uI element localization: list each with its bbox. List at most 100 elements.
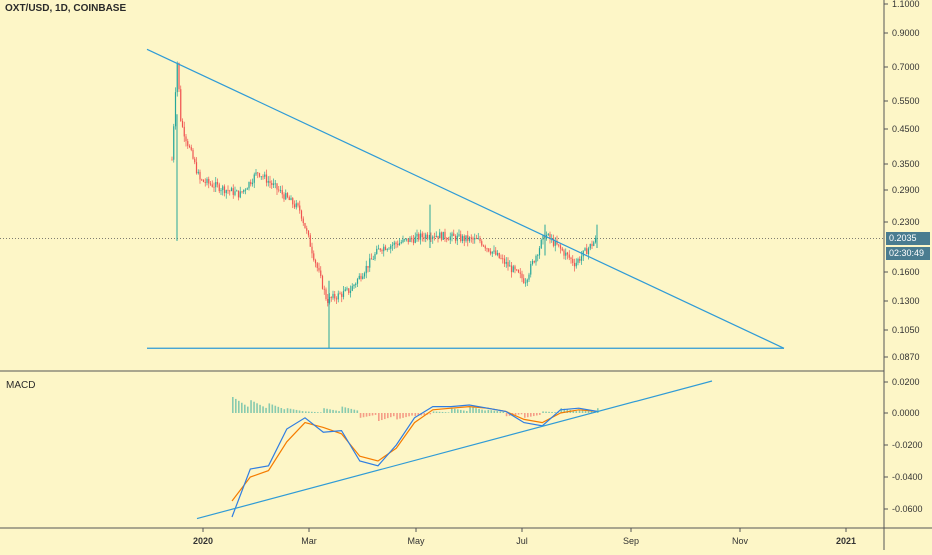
candle-body	[521, 273, 523, 279]
candle-body	[575, 262, 577, 267]
candle-body	[405, 238, 408, 240]
ascending-trendline	[196, 380, 713, 520]
candle-body	[561, 248, 563, 251]
candle-body	[472, 238, 474, 240]
candle-body	[421, 233, 423, 238]
candle-body	[584, 248, 586, 251]
candle-body	[302, 218, 304, 224]
candle-body	[419, 233, 422, 240]
macd-histogram-bar	[317, 412, 319, 413]
candle-body	[400, 242, 402, 243]
macd-histogram-bar	[566, 409, 569, 413]
candle-body	[397, 243, 399, 246]
candle-body	[496, 253, 499, 255]
candle-body	[594, 238, 597, 243]
candle-body	[383, 246, 385, 252]
macd-histogram-bar	[362, 413, 365, 418]
price-tick-label: 0.4500	[892, 124, 920, 134]
candle-body	[197, 171, 199, 174]
time-tick-label: 2020	[193, 536, 213, 546]
macd-histogram-bar	[368, 413, 371, 417]
candle-body	[460, 234, 462, 242]
macd-histogram-bar	[356, 410, 359, 413]
macd-histogram-bar	[481, 409, 483, 413]
macd-histogram-bar	[417, 413, 420, 416]
candle-body	[444, 231, 446, 239]
candle-body	[531, 261, 534, 265]
macd-histogram-bar	[347, 408, 350, 413]
macd-histogram-bar	[444, 412, 447, 413]
candle-body	[211, 184, 213, 187]
macd-histogram-bar	[466, 411, 468, 413]
candle-body	[285, 193, 287, 200]
candle-body	[309, 235, 311, 247]
candle-body	[232, 188, 234, 195]
candle-body	[279, 190, 282, 191]
candle-body	[323, 288, 325, 290]
price-tick-label: 1.1000	[892, 0, 920, 9]
macd-histogram-bar	[232, 397, 234, 413]
macd-histogram-bar	[475, 408, 477, 413]
macd-histogram-bar	[411, 413, 413, 416]
time-tick-label: May	[407, 536, 425, 546]
macd-histogram-bar	[438, 411, 441, 413]
candle-body	[178, 62, 180, 90]
macd-histogram-bar	[545, 411, 547, 413]
candle-body	[271, 183, 273, 185]
macd-histogram-bar	[378, 413, 380, 421]
candle-body	[356, 279, 359, 284]
candle-body	[433, 236, 436, 238]
price-tick-label: 0.9000	[892, 28, 920, 38]
candle-body	[461, 236, 464, 242]
candle-body	[265, 174, 268, 183]
macd-histogram-bar	[402, 413, 404, 418]
candle-body	[295, 203, 297, 208]
candle-body	[568, 254, 570, 258]
candle-body	[332, 294, 334, 298]
candle-body	[430, 237, 432, 239]
candle-body	[552, 238, 555, 246]
macd-histogram-bar	[323, 408, 325, 413]
macd-histogram-bar	[463, 410, 465, 413]
candle-body	[565, 252, 567, 256]
candle-body	[342, 291, 345, 297]
macd-histogram-bar	[305, 411, 307, 413]
macd-histogram-bar	[335, 410, 337, 413]
candle-body	[377, 248, 380, 250]
candle-body	[267, 181, 269, 183]
candle-body	[258, 173, 261, 177]
candle-body	[314, 260, 317, 264]
candle-body	[246, 188, 248, 190]
candle-body	[227, 190, 229, 191]
candle-body	[316, 263, 318, 268]
candle-body	[523, 278, 525, 283]
candle-body	[479, 238, 481, 242]
macd-histogram-bar	[365, 413, 368, 417]
candle-body	[297, 203, 299, 206]
candle-body	[475, 238, 478, 239]
macd-histogram-bar	[344, 407, 347, 413]
candle-body	[470, 237, 472, 239]
candle-body	[409, 237, 411, 243]
candle-body	[183, 126, 185, 137]
macd-histogram-bar	[274, 405, 277, 413]
candle-body	[341, 293, 343, 297]
candle-body	[215, 182, 217, 188]
candle-body	[535, 255, 537, 263]
candle-body	[250, 182, 252, 185]
macd-histogram-bar	[432, 411, 435, 413]
macd-histogram-bar	[384, 413, 386, 420]
candle-body	[558, 244, 560, 246]
candle-body	[320, 270, 322, 276]
candle-body	[540, 239, 542, 249]
candle-body	[542, 234, 544, 240]
time-tick-label: 2021	[836, 536, 856, 546]
candle-body	[274, 183, 276, 185]
macd-histogram-bar	[286, 408, 289, 413]
candle-body	[241, 191, 243, 193]
candle-body	[367, 265, 369, 268]
macd-histogram-bar	[493, 410, 496, 413]
macd-histogram-bar	[292, 409, 295, 413]
macd-histogram-bar	[289, 408, 292, 413]
